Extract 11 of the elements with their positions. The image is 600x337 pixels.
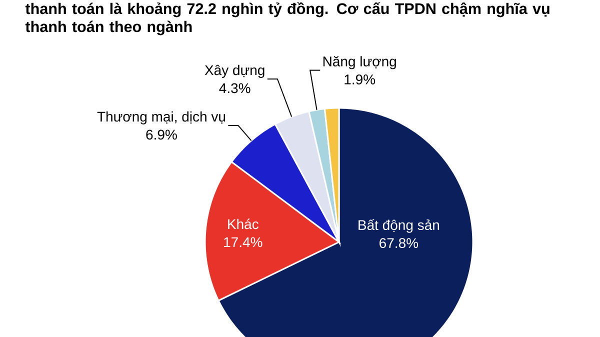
- data-label: 4.3%: [219, 83, 250, 94]
- slice-label: Xây dựng: [204, 64, 264, 78]
- slice-label: Khác: [228, 218, 258, 230]
- slice-label: Năng lượng: [323, 56, 396, 70]
- data-label: 67.8%: [380, 238, 418, 248]
- slice-label: Thương mại, dịch vụ: [97, 111, 226, 124]
- slice-label: Bất động sản: [358, 219, 440, 233]
- chart-title: thanh toán là khoảng 72.2 nghìn tỷ đồng. Cơ cấu TPDN chậm nghĩa vụ thanh toán theo ngành: [25, 2, 550, 36]
- data-label: 6.9%: [146, 130, 177, 140]
- data-label: 17.4%: [224, 237, 262, 248]
- data-label: 1.9%: [344, 74, 376, 84]
